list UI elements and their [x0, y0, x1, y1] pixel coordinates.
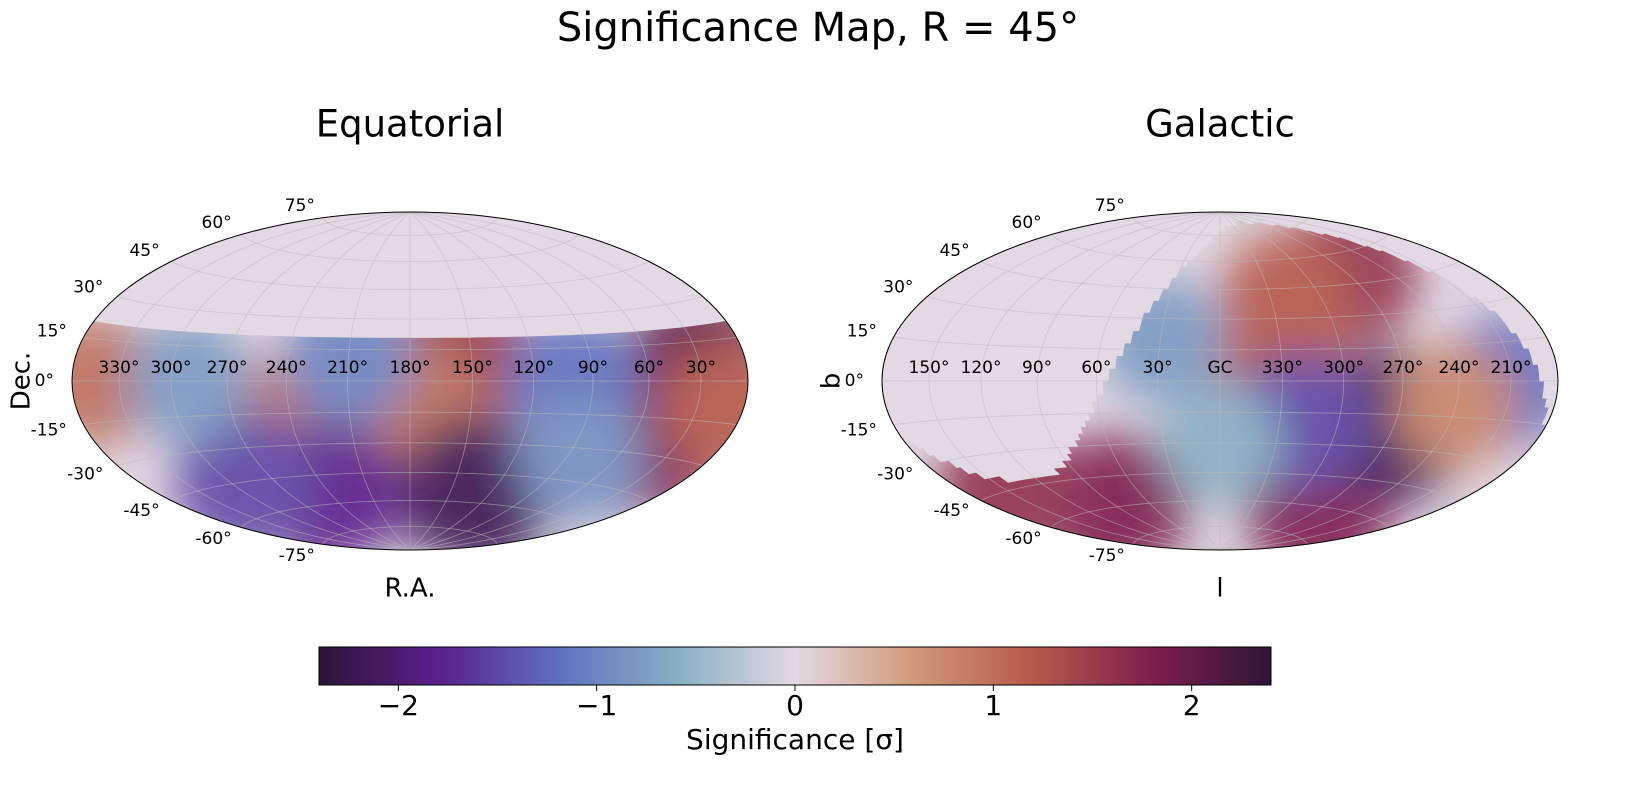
- colorbar: [318, 646, 1272, 686]
- x-tick-label: 90°: [1022, 358, 1052, 378]
- y-tick-label: -60°: [1005, 529, 1041, 549]
- x-tick-label: 120°: [961, 358, 1002, 378]
- y-tick-label: 75°: [285, 196, 315, 216]
- x-tick-label: 240°: [266, 358, 307, 378]
- x-tick-label: 330°: [1262, 358, 1303, 378]
- map-title: Galactic: [1145, 103, 1295, 146]
- x-tick-label: 210°: [327, 358, 368, 378]
- grid-line: [1050, 234, 1390, 262]
- significance-blob: [399, 416, 554, 550]
- grid-line: [1132, 526, 1308, 545]
- significance-blob: [661, 342, 748, 477]
- y-tick-label: 0°: [35, 371, 54, 391]
- y-tick-label: -15°: [31, 420, 67, 440]
- x-tick-label: 30°: [1143, 358, 1173, 378]
- y-tick-label: 45°: [939, 241, 969, 261]
- y-tick-label: -45°: [123, 501, 159, 521]
- y-tick-label: -60°: [195, 529, 231, 549]
- x-tick-label: 210°: [1491, 358, 1532, 378]
- y-tick-label: 45°: [129, 241, 159, 261]
- x-tick-label: GC: [1207, 358, 1232, 378]
- colorbar-tick-label: 0: [786, 689, 804, 722]
- sky-map: 330° 300° 270° 240° 210° 180° 150° 120° 90° 60° 30…: [7, 103, 749, 604]
- x-tick-label: 300°: [1323, 358, 1364, 378]
- y-tick-label: 15°: [37, 322, 67, 342]
- grid-line: [170, 472, 650, 501]
- grid-line: [980, 261, 1460, 290]
- y-tick-label: 0°: [845, 371, 864, 391]
- grid-line: [1050, 500, 1390, 528]
- x-tick-label: 60°: [634, 358, 664, 378]
- map-outline: [881, 211, 1559, 551]
- grid-line: [83, 336, 737, 351]
- colorbar-tick-label: 2: [1183, 689, 1201, 722]
- y-axis-label: b: [817, 373, 847, 390]
- grid-line: [117, 442, 703, 466]
- y-tick-label: -75°: [279, 546, 315, 566]
- grid-line: [1132, 217, 1308, 236]
- y-tick-label: -30°: [67, 465, 103, 485]
- x-tick-label: 270°: [1382, 358, 1423, 378]
- grid-line: [927, 442, 1513, 466]
- colorbar-tick-label: −2: [378, 689, 419, 722]
- x-tick-label: 300°: [151, 358, 192, 378]
- x-tick-label: 150°: [452, 358, 493, 378]
- x-tick-label: 30°: [686, 358, 716, 378]
- figure-title: Significance Map, R = 45°: [557, 5, 1079, 51]
- x-tick-label: 60°: [1081, 358, 1111, 378]
- y-tick-label: 75°: [1095, 196, 1125, 216]
- colorbar-tick-label: 1: [984, 689, 1002, 722]
- grid-line: [322, 526, 498, 545]
- colorbar-label: Significance [σ]: [686, 723, 904, 756]
- grid-line: [980, 472, 1460, 501]
- x-tick-label: 180°: [390, 358, 431, 378]
- x-axis-label: R.A.: [385, 574, 436, 604]
- grid-line: [893, 336, 1547, 351]
- grid-line: [117, 296, 703, 320]
- y-tick-label: -30°: [877, 465, 913, 485]
- y-tick-label: 30°: [883, 277, 913, 297]
- x-tick-label: 120°: [513, 358, 554, 378]
- x-axis-label: l: [1216, 574, 1223, 604]
- grid-line: [170, 261, 650, 290]
- y-tick-label: 15°: [847, 322, 877, 342]
- y-axis-label: Dec.: [7, 352, 37, 411]
- y-tick-label: 60°: [1012, 213, 1042, 233]
- significance-blob: [517, 395, 646, 524]
- y-tick-label: 30°: [73, 277, 103, 297]
- x-tick-label: 270°: [207, 358, 248, 378]
- map-title: Equatorial: [316, 103, 505, 146]
- x-tick-label: 240°: [1439, 358, 1480, 378]
- map-outline: [71, 211, 749, 551]
- y-tick-label: -15°: [841, 420, 877, 440]
- x-tick-label: 330°: [99, 358, 140, 378]
- x-tick-label: 150°: [909, 358, 950, 378]
- colorbar-tick-label: −1: [576, 689, 617, 722]
- grid-line: [927, 296, 1513, 320]
- y-tick-label: 60°: [202, 213, 232, 233]
- grid-line: [240, 500, 580, 528]
- grid-line: [322, 217, 498, 236]
- y-tick-label: -75°: [1089, 546, 1125, 566]
- sky-map: 150° 120° 90° 60° 30° GC 330° 300° 270° 240° 210° -…: [817, 103, 1559, 604]
- y-tick-label: -45°: [933, 501, 969, 521]
- x-tick-label: 90°: [578, 358, 608, 378]
- grid-line: [83, 411, 737, 426]
- grid-line: [893, 411, 1547, 426]
- grid-line: [240, 234, 580, 262]
